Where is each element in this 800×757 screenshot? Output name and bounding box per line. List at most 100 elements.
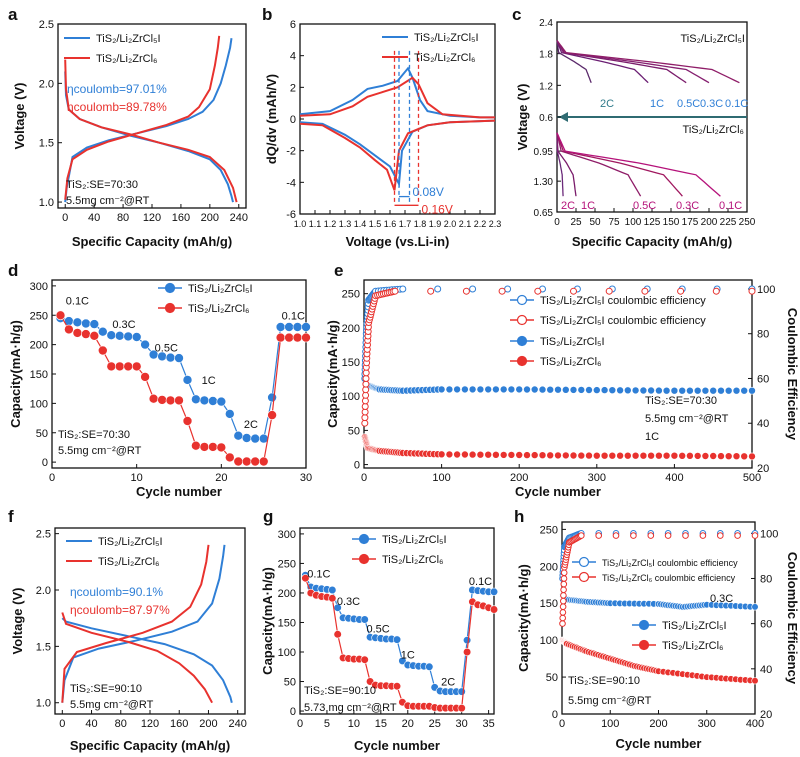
data-point (538, 451, 547, 460)
data-point (174, 353, 184, 363)
data-point (734, 532, 741, 539)
y-tick-label: 1.2 (539, 81, 553, 92)
data-point (148, 393, 159, 404)
annotation: 0.3C (710, 593, 733, 605)
y2-tick-label: 20 (760, 709, 772, 721)
data-point (578, 532, 585, 539)
rate-label: 0.5C (633, 200, 656, 212)
annotation: 5.5mg cm⁻²@RT (645, 413, 729, 425)
x-tick-label: 25 (570, 217, 582, 228)
y-tick-label: 100 (278, 647, 296, 659)
data-point (72, 328, 83, 338)
data-point (561, 385, 570, 394)
y-tick-label: 0.95 (534, 147, 554, 158)
legend-label: TiS₂/Li₂ZrCl₆ coulombic efficiency (602, 573, 736, 583)
annotation: TiS₂:SE=90:10 (304, 685, 376, 697)
x-tick-label: 10 (348, 718, 360, 730)
data-point (751, 677, 759, 685)
x-tick-label: 250 (739, 217, 756, 228)
y2-axis-title: Coulombic Efficiency (785, 308, 800, 441)
subpanel-title: TiS₂/Li₂ZrCl₆ (683, 124, 744, 136)
data-point (664, 532, 672, 539)
x-tick-label: 1.9 (429, 219, 442, 229)
panel-letter: c (512, 5, 521, 24)
legend-marker (358, 533, 370, 545)
x-tick-label: 200 (510, 472, 528, 484)
legend-label: TiS₂/Li₂ZrCl₅I (98, 536, 163, 548)
data-point (275, 322, 286, 332)
annotation: 5.73 mg cm⁻²@RT (304, 702, 397, 714)
data-point (507, 385, 516, 394)
x-tick-label: 80 (115, 718, 127, 730)
x-tick-label: 160 (170, 718, 188, 730)
series-line-charge (64, 35, 221, 200)
x-tick-label: 225 (720, 217, 737, 228)
data-point (560, 575, 568, 582)
data-point (717, 532, 724, 539)
data-point (484, 450, 493, 459)
y-axis-title: Capacity(mA·h/g) (260, 567, 275, 675)
series-line-discharge (61, 617, 233, 703)
annotation: 5.5mg cm⁻²@RT (568, 695, 652, 707)
data-point (445, 385, 454, 394)
data-point (362, 369, 370, 377)
data-point (662, 386, 671, 395)
x-tick-label: 0 (554, 217, 560, 228)
discharge-curve (556, 40, 687, 84)
y-tick-label: 2 (290, 82, 296, 94)
x-tick-label: 2.0 (444, 219, 457, 229)
x-tick-label: 0 (559, 718, 565, 730)
x-tick-label: 400 (665, 472, 683, 484)
series-line-upper (299, 66, 495, 119)
x-tick-label: 240 (229, 718, 247, 730)
discharge-curve (556, 40, 740, 84)
data-point (492, 385, 500, 394)
data-point (233, 456, 244, 467)
legend-marker (164, 302, 176, 314)
x-tick-label: 1.7 (399, 219, 412, 229)
rate-label: 1C (581, 200, 595, 212)
data-point (72, 317, 83, 328)
y-tick-label: 50 (546, 672, 558, 684)
x-tick-label: 120 (141, 718, 159, 730)
y-tick-label: 200 (342, 323, 360, 335)
data-point (717, 452, 725, 460)
data-point (275, 332, 286, 343)
discharge-curve (556, 40, 710, 84)
rate-label: 1C (202, 375, 216, 387)
data-point (292, 322, 303, 332)
y-tick-label: 200 (278, 588, 296, 600)
x-tick-label: 100 (601, 718, 619, 730)
x-tick-label: 1.5 (369, 219, 382, 229)
y-tick-label: 6 (290, 19, 296, 31)
y-tick-label: 200 (540, 561, 558, 573)
divider-arrow (559, 112, 568, 122)
x-tick-label: 25 (429, 718, 441, 730)
data-point (284, 332, 294, 343)
annotation-gap: 0.16V (422, 202, 453, 216)
x-tick-label: 10 (131, 472, 143, 484)
y-tick-label: 2.4 (539, 18, 553, 29)
y-tick-label: 4 (290, 51, 296, 63)
panel-c: c 0 25 50 75 100 125 150 175 200 225 250 0.6 1.2 1.8 2.… (512, 5, 756, 249)
rate-label: 2C (600, 98, 614, 110)
y2-axis-title: Coulombic Efficiency (785, 552, 800, 685)
y-tick-label: 2.0 (36, 585, 51, 597)
series-line-lower (299, 119, 496, 191)
data-point (89, 319, 100, 329)
x-tick-label: 200 (701, 217, 718, 228)
data-point (267, 392, 277, 403)
data-point (605, 287, 613, 295)
data-point (523, 385, 531, 394)
data-point (106, 330, 117, 341)
data-point (292, 332, 303, 343)
x-tick-label: 0 (59, 718, 65, 730)
data-point (630, 532, 637, 539)
y-axis-title: Capacity(mA·h/g) (516, 564, 531, 672)
data-point (476, 385, 485, 394)
data-point (670, 386, 679, 395)
data-point (81, 329, 91, 339)
legend-marker (164, 282, 176, 294)
rate-label: 0.3C (700, 98, 723, 110)
y-tick-label: 300 (278, 529, 296, 541)
